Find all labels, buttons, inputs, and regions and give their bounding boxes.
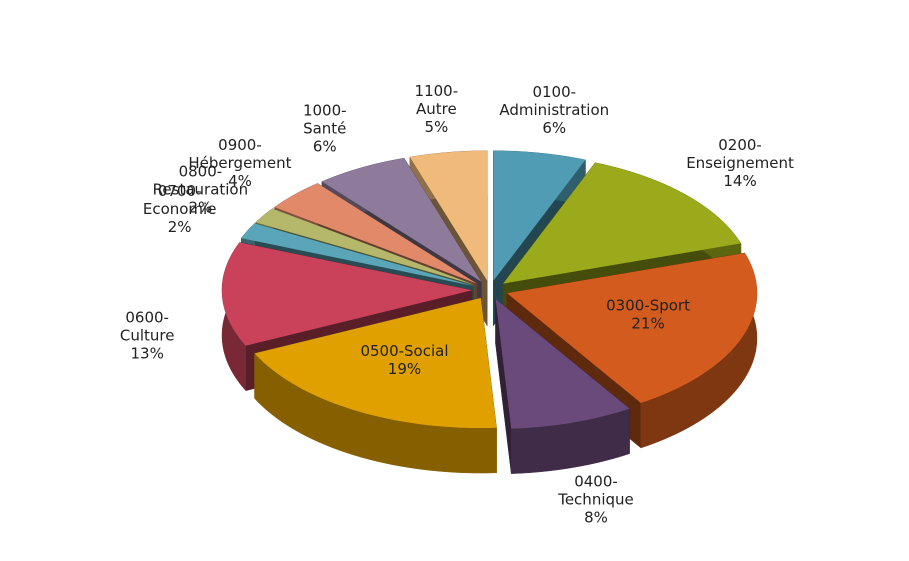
slice-top — [222, 242, 473, 346]
category-label: 1100-Autre — [415, 82, 459, 118]
value-label: 4% — [228, 172, 252, 190]
value-label: 14% — [723, 172, 756, 190]
label-line: 0900- — [218, 136, 262, 154]
slice-top — [495, 298, 630, 429]
value-label: 6% — [313, 138, 337, 156]
category-label: 0700-Economie — [143, 182, 217, 218]
label-line: Technique — [557, 491, 634, 509]
slice-top — [274, 183, 477, 284]
category-label: 0300-Sport — [606, 297, 690, 315]
value-label: 2% — [168, 218, 192, 236]
label-line: 0300-Sport — [606, 297, 690, 315]
category-label: 0400-Technique — [557, 473, 634, 509]
slice — [495, 298, 630, 474]
category-label: 0600-Culture — [120, 309, 175, 345]
label-line: Economie — [143, 200, 217, 218]
label-line: 0600- — [125, 309, 169, 327]
label-line: 0800- — [179, 162, 223, 180]
slice-top — [503, 162, 741, 284]
label-line: Restauration — [153, 180, 248, 198]
category-label: 0500-Social — [360, 342, 448, 360]
slice-top — [255, 208, 475, 285]
label-line: 0400- — [574, 473, 618, 491]
category-label: 1000-Santé — [303, 102, 347, 138]
value-label: 6% — [542, 119, 566, 137]
slice-top — [254, 298, 497, 429]
label-line: 0200- — [718, 136, 762, 154]
label-line: 0100- — [532, 83, 576, 101]
label-line: 0700- — [158, 182, 202, 200]
value-label: 8% — [584, 509, 608, 527]
label-line: Autre — [416, 100, 457, 118]
label-line: Hébergement — [188, 154, 291, 172]
label-line: Enseignement — [686, 154, 794, 172]
label-line: Culture — [120, 327, 175, 345]
label-line: 0500-Social — [360, 342, 448, 360]
slice-top — [409, 150, 488, 281]
slice-top — [321, 158, 482, 282]
value-label: 19% — [388, 360, 421, 378]
slice-top — [493, 150, 586, 281]
value-label: 5% — [424, 118, 448, 136]
category-label: 0100-Administration — [499, 83, 609, 119]
slice — [254, 297, 497, 474]
slice-top — [506, 252, 757, 403]
label-line: Administration — [499, 101, 609, 119]
value-label: 13% — [130, 345, 163, 363]
category-label: 0800-Restauration — [153, 162, 248, 198]
label-line: Santé — [303, 120, 346, 138]
value-label: 21% — [631, 315, 664, 333]
category-label: 0200-Enseignement — [686, 136, 794, 172]
slice-top — [241, 223, 474, 287]
category-label: 0900-Hébergement — [188, 136, 291, 172]
label-line: 1100- — [415, 82, 459, 100]
value-label: 2% — [188, 198, 212, 216]
label-line: 1000- — [303, 102, 347, 120]
